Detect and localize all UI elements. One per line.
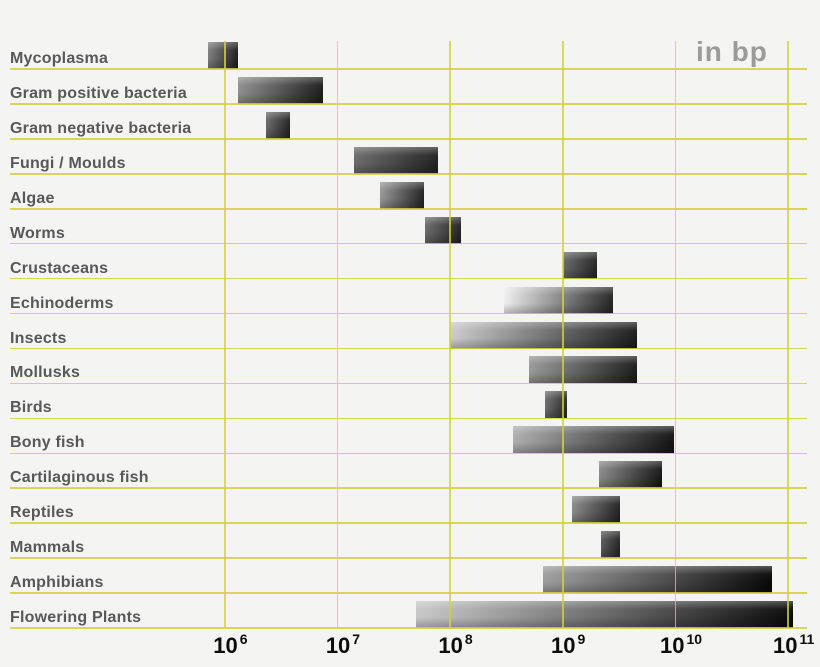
bar-amphibians (543, 566, 772, 594)
tick-exponent: 9 (577, 631, 586, 647)
category-label: Echinoderms (10, 294, 114, 312)
tick-base: 10 (660, 633, 685, 658)
tick-exponent: 8 (464, 631, 473, 647)
bar-echinoderms (503, 286, 614, 314)
category-label: Algae (10, 189, 55, 207)
tick-exponent: 10 (686, 631, 703, 647)
x-axis-tick-label: 10 10 (660, 631, 703, 659)
bar-gram-positive-bacteria (237, 76, 323, 104)
gridline-horizontal (10, 452, 807, 455)
x-axis-tick-label: 10 6 (213, 631, 248, 659)
bar-cartilaginous-fish (599, 461, 662, 489)
category-label: Gram positive bacteria (10, 84, 187, 102)
bar-insects (450, 321, 638, 349)
category-label: Fungi / Moulds (10, 154, 126, 172)
category-label: Cartilaginous fish (10, 469, 149, 487)
gridline-horizontal (10, 487, 807, 490)
tick-base: 10 (213, 633, 238, 658)
gridline-horizontal (10, 173, 807, 175)
tick-base: 10 (773, 633, 798, 658)
category-label: Amphibians (10, 574, 104, 592)
category-label: Mollusks (10, 364, 81, 382)
bar-birds (545, 391, 568, 419)
gridline-horizontal (10, 417, 807, 420)
bar-gram-negative-bacteria (265, 111, 291, 139)
gridline-vertical (674, 41, 677, 629)
category-label: Gram negative bacteria (10, 119, 192, 137)
gridline-horizontal (10, 242, 807, 245)
category-label: Reptiles (10, 504, 74, 522)
gridline-horizontal (10, 138, 807, 140)
category-label: Insects (10, 329, 67, 347)
gridline-horizontal (10, 207, 807, 210)
tick-base: 10 (438, 633, 463, 658)
x-axis-tick-label: 10 7 (325, 631, 361, 659)
bar-crustaceans (562, 251, 597, 279)
gridline-vertical (787, 41, 789, 629)
x-axis-tick-label: 10 9 (551, 631, 586, 659)
gridline-horizontal (10, 68, 807, 70)
category-label: Bony fish (10, 434, 85, 452)
tick-base: 10 (325, 633, 351, 658)
bar-bony-fish (512, 426, 674, 454)
gridline-horizontal (10, 522, 807, 524)
tick-exponent: 11 (799, 631, 815, 647)
gridline-vertical (336, 41, 339, 629)
bar-mycoplasma (207, 42, 238, 69)
bar-fungi-moulds (354, 146, 439, 174)
category-label: Crustaceans (10, 259, 109, 277)
x-axis-tick-label: 10 11 (773, 631, 815, 659)
bar-flowering-plants (416, 601, 793, 629)
gridline-horizontal (10, 312, 807, 315)
gridline-vertical (224, 41, 226, 629)
gridline-horizontal (10, 382, 807, 385)
bar-mammals (601, 531, 620, 559)
bar-mollusks (528, 356, 638, 384)
gridline-horizontal (10, 103, 807, 105)
category-label: Mycoplasma (10, 50, 109, 67)
gridline-horizontal (10, 592, 807, 594)
category-label: Birds (10, 399, 52, 417)
gridline-vertical (449, 41, 451, 629)
bar-algae (380, 181, 424, 209)
category-label: Flowering Plants (10, 609, 142, 627)
gridline-horizontal (10, 627, 807, 629)
tick-exponent: 7 (352, 631, 361, 647)
tick-exponent: 6 (239, 631, 248, 647)
gridline-horizontal (10, 277, 807, 280)
tick-base: 10 (551, 633, 576, 658)
unit-label: in bp (696, 36, 768, 67)
gridline-horizontal (10, 347, 807, 350)
bar-worms (425, 216, 462, 244)
category-label: Worms (10, 224, 65, 242)
gridline-horizontal (10, 557, 807, 559)
bar-reptiles (571, 496, 620, 524)
x-axis-tick-label: 10 8 (438, 631, 473, 659)
category-label: Mammals (10, 539, 85, 557)
gridline-vertical (562, 41, 564, 629)
